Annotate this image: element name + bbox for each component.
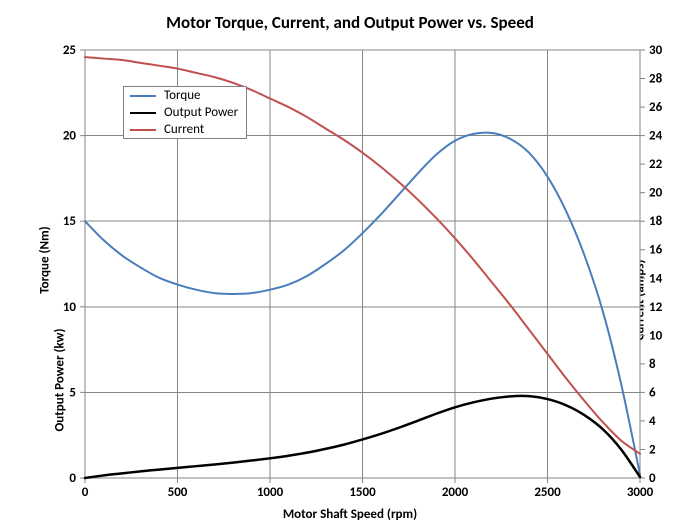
legend-label: Current [164,122,204,137]
chart-legend: Torque Output Power Current [123,86,247,139]
svg-text:14: 14 [649,271,663,286]
svg-text:2: 2 [649,442,656,457]
legend-item: Current [124,121,246,138]
svg-text:0: 0 [649,471,656,486]
svg-text:10: 10 [649,328,663,343]
svg-text:25: 25 [63,43,76,58]
svg-text:10: 10 [63,300,77,315]
svg-text:12: 12 [649,300,663,315]
svg-text:26: 26 [649,100,663,115]
svg-text:20: 20 [63,129,77,144]
svg-text:22: 22 [649,157,663,172]
svg-text:30: 30 [649,43,663,58]
svg-text:2000: 2000 [442,485,469,500]
svg-text:18: 18 [649,214,663,229]
svg-text:20: 20 [649,186,663,201]
svg-text:16: 16 [649,243,663,258]
legend-item: Output Power [124,104,246,121]
svg-text:2500: 2500 [534,485,561,500]
chart-plot-svg: 0500100015002000250030000510152025024681… [0,0,700,528]
legend-item: Torque [124,87,246,104]
svg-text:15: 15 [63,214,76,229]
svg-text:3000: 3000 [627,485,654,500]
svg-text:24: 24 [649,129,663,144]
svg-text:28: 28 [649,72,663,87]
svg-text:0: 0 [69,471,76,486]
svg-text:1500: 1500 [349,485,376,500]
svg-text:1000: 1000 [257,485,284,500]
svg-text:5: 5 [69,385,76,400]
svg-text:6: 6 [649,385,656,400]
legend-label: Torque [164,88,201,103]
svg-text:4: 4 [649,414,656,429]
svg-text:500: 500 [168,485,188,500]
legend-label: Output Power [164,105,238,120]
motor-chart: Motor Torque, Current, and Output Power … [0,0,700,528]
svg-text:0: 0 [82,485,89,500]
svg-text:8: 8 [649,357,656,372]
